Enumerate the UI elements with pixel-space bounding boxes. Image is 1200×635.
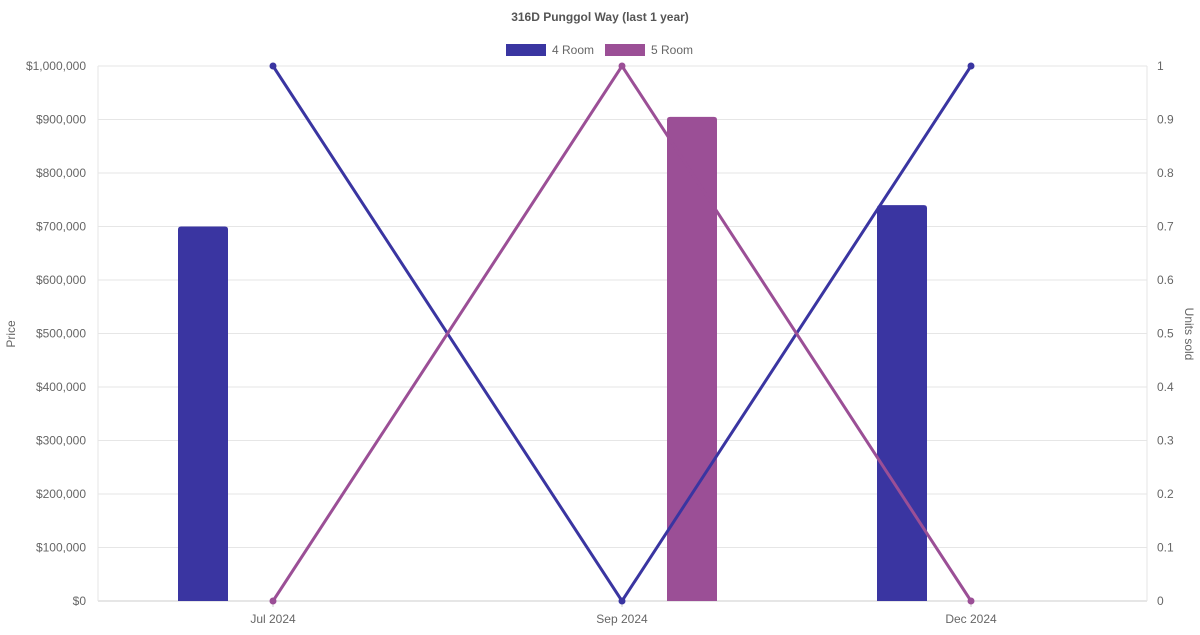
x-tick-label: Sep 2024: [596, 612, 648, 626]
y-left-tick-label: $300,000: [36, 434, 86, 448]
bar-5-room-sep-2024[interactable]: [667, 116, 717, 601]
point-5-room-jul-2024[interactable]: [269, 597, 277, 605]
bar-4-room-dec-2024[interactable]: [877, 205, 927, 601]
y-right-tick-label: 0.3: [1157, 434, 1174, 448]
legend-label: 4 Room: [552, 43, 594, 57]
y-right-tick-label: 1: [1157, 59, 1164, 73]
bar-marks: [178, 116, 927, 602]
legend-swatch: [506, 44, 546, 56]
legend-swatch: [605, 44, 645, 56]
line-marks: [269, 62, 975, 605]
y-left-tick-label: $100,000: [36, 541, 86, 555]
y-right-tick-label: 0.9: [1157, 113, 1174, 127]
y-left-tick-label: $200,000: [36, 487, 86, 501]
y-left-tick-label: $700,000: [36, 220, 86, 234]
y-left-axis-label: Price: [4, 320, 18, 348]
chart-title: 316D Punggol Way (last 1 year): [511, 10, 689, 24]
bar-4-room-jul-2024[interactable]: [178, 226, 228, 602]
y-left-tick-label: $500,000: [36, 327, 86, 341]
legend-label: 5 Room: [651, 43, 693, 57]
y-right-tick-label: 0.4: [1157, 380, 1174, 394]
x-tick-label: Dec 2024: [945, 612, 997, 626]
y-right-tick-label: 0.1: [1157, 541, 1174, 555]
point-4-room-sep-2024[interactable]: [618, 597, 626, 605]
y-left-tick-label: $600,000: [36, 273, 86, 287]
y-right-tick-label: 0.6: [1157, 273, 1174, 287]
y-right-tick-label: 0.7: [1157, 220, 1174, 234]
point-5-room-dec-2024[interactable]: [967, 597, 975, 605]
legend-item-5-room[interactable]: 5 Room: [605, 43, 693, 57]
axes: $0 $100,000 $200,000 $300,000 $400,000 $500,0…: [26, 59, 1174, 626]
legend-item-4-room[interactable]: 4 Room: [506, 43, 594, 57]
y-right-tick-label: 0.5: [1157, 327, 1174, 341]
y-left-tick-label: $400,000: [36, 380, 86, 394]
y-right-axis-label: Units sold: [1182, 308, 1196, 361]
y-left-tick-label: $800,000: [36, 166, 86, 180]
y-left-tick-label: $1,000,000: [26, 59, 86, 73]
point-5-room-sep-2024[interactable]: [618, 62, 626, 70]
legend: 4 Room 5 Room: [506, 43, 693, 57]
y-right-tick-label: 0.2: [1157, 487, 1174, 501]
y-left-tick-label: $900,000: [36, 113, 86, 127]
y-right-tick-label: 0: [1157, 594, 1164, 608]
point-4-room-dec-2024[interactable]: [967, 62, 975, 70]
x-tick-label: Jul 2024: [250, 612, 296, 626]
point-4-room-jul-2024[interactable]: [269, 62, 277, 70]
y-right-tick-label: 0.8: [1157, 166, 1174, 180]
y-left-tick-label: $0: [73, 594, 87, 608]
gridlines: [98, 65, 1147, 602]
